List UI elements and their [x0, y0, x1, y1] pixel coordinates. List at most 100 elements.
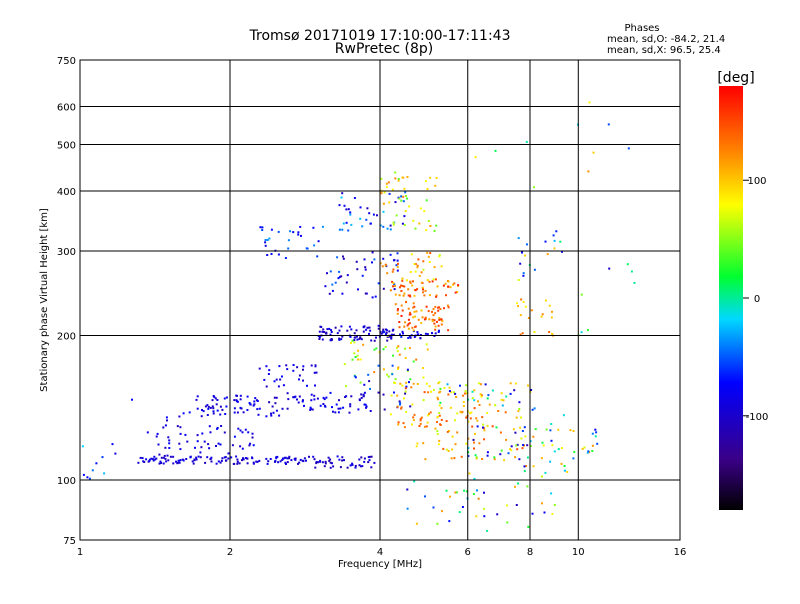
data-point: [456, 431, 459, 434]
data-point: [148, 460, 151, 462]
data-point: [551, 310, 553, 313]
data-point: [331, 289, 334, 292]
data-point: [510, 449, 513, 452]
data-point: [411, 284, 414, 287]
data-point: [351, 339, 354, 342]
data-point: [412, 302, 415, 305]
data-point: [179, 432, 182, 435]
data-point: [386, 227, 389, 230]
data-point: [459, 384, 461, 387]
data-point: [424, 332, 427, 335]
data-point: [196, 407, 199, 410]
data-point: [403, 325, 406, 328]
data-point: [403, 224, 406, 226]
data-point: [503, 459, 506, 462]
data-point: [292, 364, 295, 366]
data-point: [328, 459, 331, 462]
data-point: [241, 459, 243, 462]
data-point: [360, 396, 363, 399]
data-point: [549, 429, 552, 432]
data-point: [524, 305, 527, 308]
data-point: [273, 396, 276, 399]
data-point: [557, 448, 560, 451]
data-point: [438, 414, 441, 417]
data-point: [420, 334, 422, 336]
data-point: [550, 423, 553, 425]
data-point: [505, 395, 508, 398]
data-point: [494, 404, 497, 407]
data-point: [583, 446, 586, 449]
data-point: [204, 405, 207, 408]
data-point: [155, 457, 158, 460]
data-point: [188, 411, 191, 414]
data-point: [223, 431, 226, 434]
data-point: [445, 294, 447, 297]
data-point: [435, 224, 438, 227]
data-point: [346, 274, 349, 277]
data-point: [313, 398, 316, 401]
data-point: [215, 403, 218, 406]
data-point: [294, 458, 297, 461]
data-point: [201, 409, 203, 411]
data-point: [401, 279, 404, 282]
data-point: [413, 480, 416, 483]
data-point: [285, 364, 288, 367]
data-point: [350, 223, 353, 226]
data-point: [275, 378, 278, 381]
data-point: [101, 456, 104, 459]
data-point: [281, 458, 284, 461]
data-point: [312, 455, 315, 458]
data-point: [398, 400, 401, 403]
data-point: [440, 318, 443, 321]
data-point: [331, 462, 333, 465]
data-point: [526, 444, 529, 447]
data-point: [163, 454, 166, 457]
data-point: [486, 412, 489, 414]
data-point: [467, 420, 470, 423]
data-point: [428, 280, 431, 283]
data-point: [338, 270, 341, 273]
data-point: [382, 287, 385, 290]
data-point: [426, 188, 429, 191]
data-point: [342, 406, 345, 409]
data-point: [420, 271, 423, 274]
data-point: [553, 239, 556, 242]
data-point: [393, 391, 395, 394]
data-point: [215, 462, 218, 465]
data-point: [420, 309, 423, 312]
data-point: [353, 332, 356, 335]
data-point: [191, 460, 194, 463]
data-point: [341, 459, 344, 462]
data-point: [391, 188, 394, 191]
data-point: [436, 396, 439, 399]
data-point: [402, 200, 405, 203]
data-point: [440, 407, 443, 410]
data-point: [530, 309, 533, 312]
data-point: [474, 156, 477, 159]
data-point: [451, 435, 454, 438]
data-point: [372, 213, 375, 216]
data-point: [178, 442, 181, 445]
data-point: [212, 410, 215, 413]
data-point: [86, 476, 89, 479]
data-point: [178, 415, 181, 418]
data-point: [551, 513, 554, 515]
data-point: [421, 286, 424, 289]
data-point: [502, 399, 505, 402]
data-point: [412, 306, 415, 309]
data-point: [406, 369, 409, 372]
chart-title: Tromsø 20171019 17:10:00-17:11:43: [249, 28, 511, 44]
data-point: [408, 294, 411, 297]
data-point: [415, 445, 418, 448]
data-point: [256, 408, 259, 411]
data-point: [329, 333, 332, 336]
data-point: [487, 394, 490, 397]
data-point: [387, 181, 390, 184]
data-point: [336, 455, 339, 458]
data-point: [375, 347, 378, 350]
data-point: [514, 431, 517, 434]
data-point: [339, 407, 342, 410]
data-point: [406, 507, 409, 510]
data-point: [422, 288, 424, 291]
data-point: [214, 397, 217, 400]
